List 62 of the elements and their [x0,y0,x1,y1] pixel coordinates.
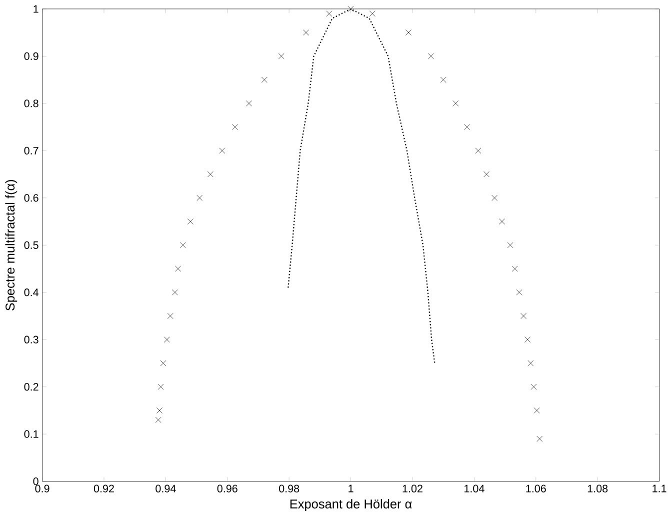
point [440,76,446,83]
point [303,29,310,36]
x-tick-label: 0.98 [279,484,300,492]
point [528,360,534,366]
point [155,416,162,423]
point [156,407,162,414]
y-tick-label: 0.4 [24,288,39,296]
x-tick-label: 0.94 [156,484,176,492]
y-tick-label: 0.9 [24,52,38,60]
y-tick-label: 0.1 [24,430,38,438]
point [278,53,284,60]
x-tick-label: 1.02 [402,484,422,492]
point [484,171,490,178]
x-tick-label: 1.04 [464,484,484,492]
point [492,194,498,201]
y-tick-label: 0.7 [24,146,38,154]
point [196,194,203,201]
point [187,218,194,224]
point [160,360,166,366]
x-tick-label: 1.06 [526,484,546,492]
point [428,53,434,60]
point [507,242,514,248]
x-tick-label: 0.96 [217,484,238,492]
point [475,148,482,154]
x-tick-label: 1.08 [588,484,608,492]
point [348,6,354,12]
point [452,100,459,106]
y-axis-title: Spectre multifractal f(α) [5,180,18,310]
point [175,266,181,272]
point [464,124,470,130]
point [369,10,376,16]
point [512,266,518,272]
point [167,312,174,319]
point [246,100,252,106]
point [164,336,170,342]
y-tick-label: 0 [33,477,38,486]
x-axis-title: Exposant de Hölder α [290,499,412,511]
point [524,336,531,342]
y-tick-label: 0.6 [24,194,38,202]
y-tick-label: 0.5 [24,241,38,249]
y-tick-label: 0.2 [24,382,38,391]
y-tick-label: 0.8 [24,99,38,108]
point [536,436,543,442]
point [180,242,186,248]
point [207,171,214,178]
point [172,289,178,296]
y-tick-label: 0.3 [24,336,38,344]
point [326,10,332,16]
x-tick-label: 0.92 [94,484,114,492]
y-tick-label: 1 [34,5,38,13]
point [530,384,537,390]
point [261,76,268,83]
point [406,29,412,36]
point [498,218,505,224]
point [516,289,522,296]
point [520,312,527,319]
point [232,124,238,130]
point [219,148,226,154]
x-tick-label: 1 [348,484,354,492]
point [534,407,540,414]
x-tick-label: 1.1 [652,484,666,492]
point [158,384,164,390]
